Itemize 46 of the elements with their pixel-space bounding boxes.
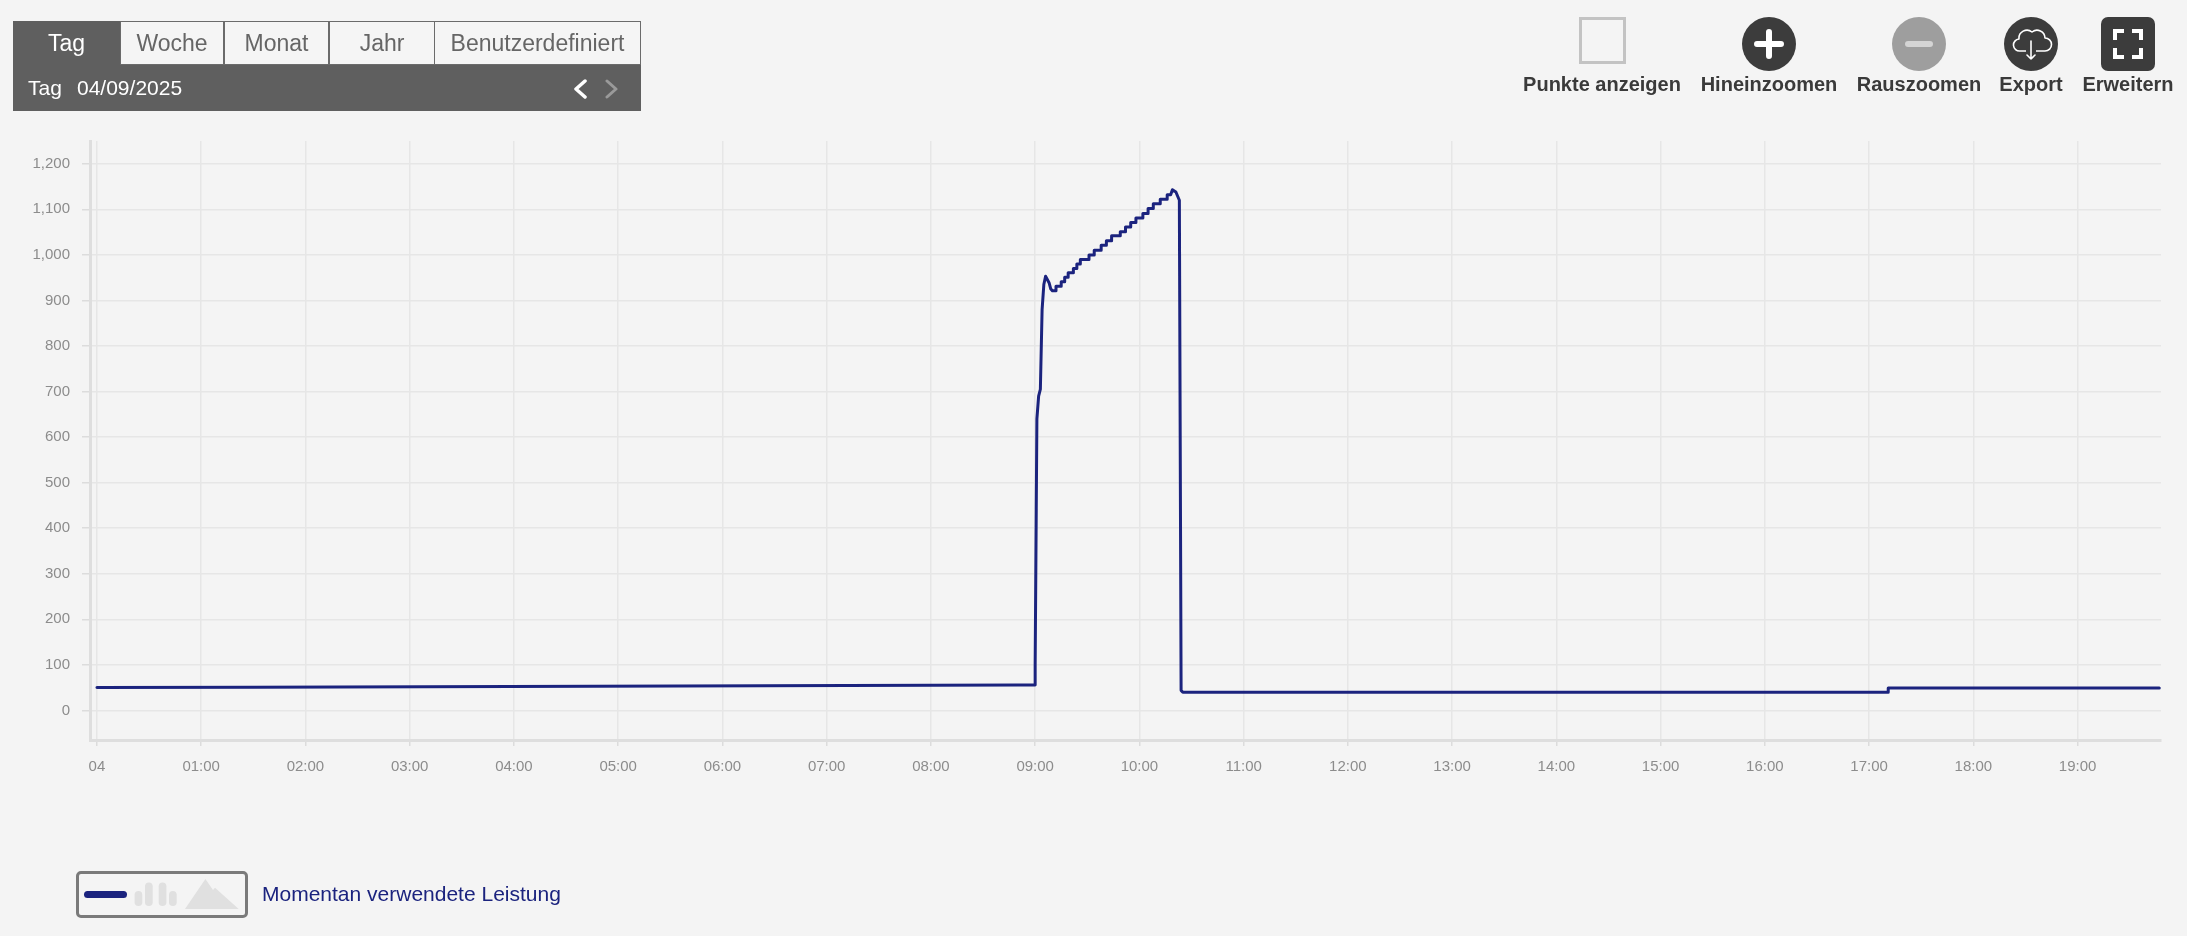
x-tick-label: 17:00	[1850, 757, 1888, 775]
text: Rauszoomen	[1856, 73, 1982, 96]
x-tick-label: 14:00	[1537, 757, 1576, 775]
x-tick-label: 06:00	[703, 757, 742, 775]
y-tick-label: 0	[61, 700, 70, 718]
x-tick-label: 15:00	[1641, 757, 1680, 775]
y-tick-label: 100	[44, 654, 70, 672]
x-tick-label: 19:00	[2058, 757, 2097, 775]
x-tick-label: 13:00	[1433, 757, 1471, 775]
tab: Tag	[13, 21, 120, 65]
x-tick-label: 03:00	[390, 757, 429, 775]
x-tick-label: 07:00	[807, 757, 846, 775]
y-tick-label: 400	[44, 518, 70, 536]
text: Momentan verwendete Leistung	[262, 882, 561, 907]
x-tick-label: 09:00	[1016, 757, 1054, 775]
x-tick-label: 18:00	[1954, 757, 1993, 775]
text: 04/09/2025	[77, 76, 183, 101]
tab: Woche	[120, 21, 224, 65]
y-tick-label: 600	[44, 427, 70, 445]
x-tick-label: 05:00	[599, 757, 637, 775]
tab: Jahr	[329, 21, 435, 65]
text: Punkte anzeigen	[1523, 73, 1681, 96]
y-tick-label: 700	[44, 381, 70, 399]
x-tick-label: 08:00	[912, 757, 950, 775]
x-tick-label: 02:00	[286, 757, 325, 775]
y-tick-label: 1,000	[32, 245, 70, 263]
y-tick-label: 300	[44, 563, 70, 581]
x-tick-label: 16:00	[1746, 757, 1784, 775]
y-tick-label: 900	[44, 290, 70, 308]
text: Export	[1999, 73, 2063, 96]
y-tick-label: 1,100	[32, 199, 70, 217]
tab: Benutzerdefiniert	[434, 21, 641, 65]
x-tick-label: 04:00	[495, 757, 533, 775]
tab: Monat	[224, 21, 329, 65]
y-tick-label: 800	[44, 336, 70, 354]
y-tick-label: 500	[44, 472, 70, 490]
x-tick-label: 11:00	[1225, 757, 1262, 775]
x-tick-label: 04	[88, 757, 106, 775]
x-tick-label: 12:00	[1329, 757, 1367, 775]
x-tick-label: 01:00	[182, 757, 220, 775]
text: Tag	[28, 76, 62, 101]
text: Hineinzoomen	[1700, 73, 1838, 96]
x-tick-label: 10:00	[1120, 757, 1159, 775]
text: Erweitern	[2082, 73, 2174, 96]
y-tick-label: 200	[44, 609, 70, 627]
y-tick-label: 1,200	[32, 153, 70, 171]
